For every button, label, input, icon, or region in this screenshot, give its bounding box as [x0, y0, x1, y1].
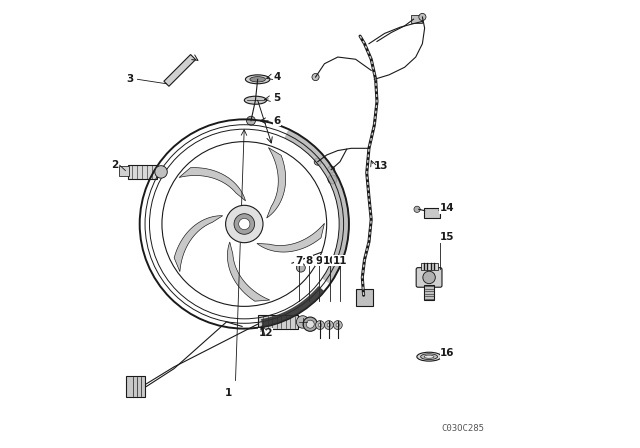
Circle shape: [419, 13, 426, 21]
FancyBboxPatch shape: [424, 284, 434, 300]
Circle shape: [234, 214, 255, 234]
Polygon shape: [227, 242, 269, 301]
Ellipse shape: [420, 354, 438, 360]
FancyBboxPatch shape: [424, 207, 440, 218]
Circle shape: [414, 206, 420, 212]
Polygon shape: [174, 215, 223, 271]
Circle shape: [226, 205, 263, 243]
Circle shape: [316, 321, 324, 330]
Text: 12: 12: [259, 328, 273, 338]
Text: C03OC285: C03OC285: [442, 424, 484, 433]
Text: 8: 8: [306, 255, 313, 266]
Text: 14: 14: [439, 203, 454, 213]
Polygon shape: [127, 165, 157, 179]
Circle shape: [327, 323, 331, 327]
Circle shape: [423, 271, 435, 284]
Circle shape: [246, 116, 255, 125]
Text: 2: 2: [111, 160, 118, 170]
Text: 11: 11: [333, 255, 348, 266]
Text: 13: 13: [373, 161, 388, 171]
Text: 1: 1: [225, 388, 232, 398]
Circle shape: [328, 166, 335, 173]
FancyBboxPatch shape: [416, 267, 442, 287]
Polygon shape: [284, 129, 349, 284]
Text: 4: 4: [273, 72, 280, 82]
Circle shape: [155, 166, 167, 178]
Circle shape: [239, 218, 250, 230]
Circle shape: [333, 321, 342, 330]
Polygon shape: [261, 286, 324, 327]
Circle shape: [314, 158, 321, 165]
Polygon shape: [257, 223, 324, 252]
Ellipse shape: [417, 352, 442, 361]
Circle shape: [324, 321, 333, 330]
FancyBboxPatch shape: [126, 376, 145, 397]
Circle shape: [328, 175, 337, 184]
Circle shape: [318, 323, 322, 327]
Text: 3: 3: [126, 74, 133, 84]
Ellipse shape: [245, 75, 270, 84]
Text: 6: 6: [273, 116, 280, 126]
FancyBboxPatch shape: [420, 263, 438, 270]
Polygon shape: [267, 147, 285, 218]
FancyBboxPatch shape: [411, 15, 422, 23]
Text: 15: 15: [440, 233, 454, 242]
FancyBboxPatch shape: [356, 289, 373, 306]
FancyBboxPatch shape: [119, 166, 129, 177]
Polygon shape: [179, 168, 246, 201]
FancyBboxPatch shape: [258, 315, 298, 329]
Circle shape: [296, 316, 309, 328]
Polygon shape: [164, 55, 196, 86]
Text: 10: 10: [323, 255, 337, 266]
Circle shape: [306, 320, 314, 328]
Circle shape: [296, 263, 305, 272]
Circle shape: [336, 323, 340, 327]
Text: 7: 7: [295, 255, 302, 266]
Circle shape: [312, 73, 319, 81]
Circle shape: [303, 317, 317, 332]
Text: 16: 16: [440, 348, 454, 358]
Text: 9: 9: [316, 255, 323, 266]
Ellipse shape: [424, 355, 434, 358]
Text: 5: 5: [273, 94, 280, 103]
Ellipse shape: [244, 96, 267, 104]
Ellipse shape: [250, 77, 266, 82]
